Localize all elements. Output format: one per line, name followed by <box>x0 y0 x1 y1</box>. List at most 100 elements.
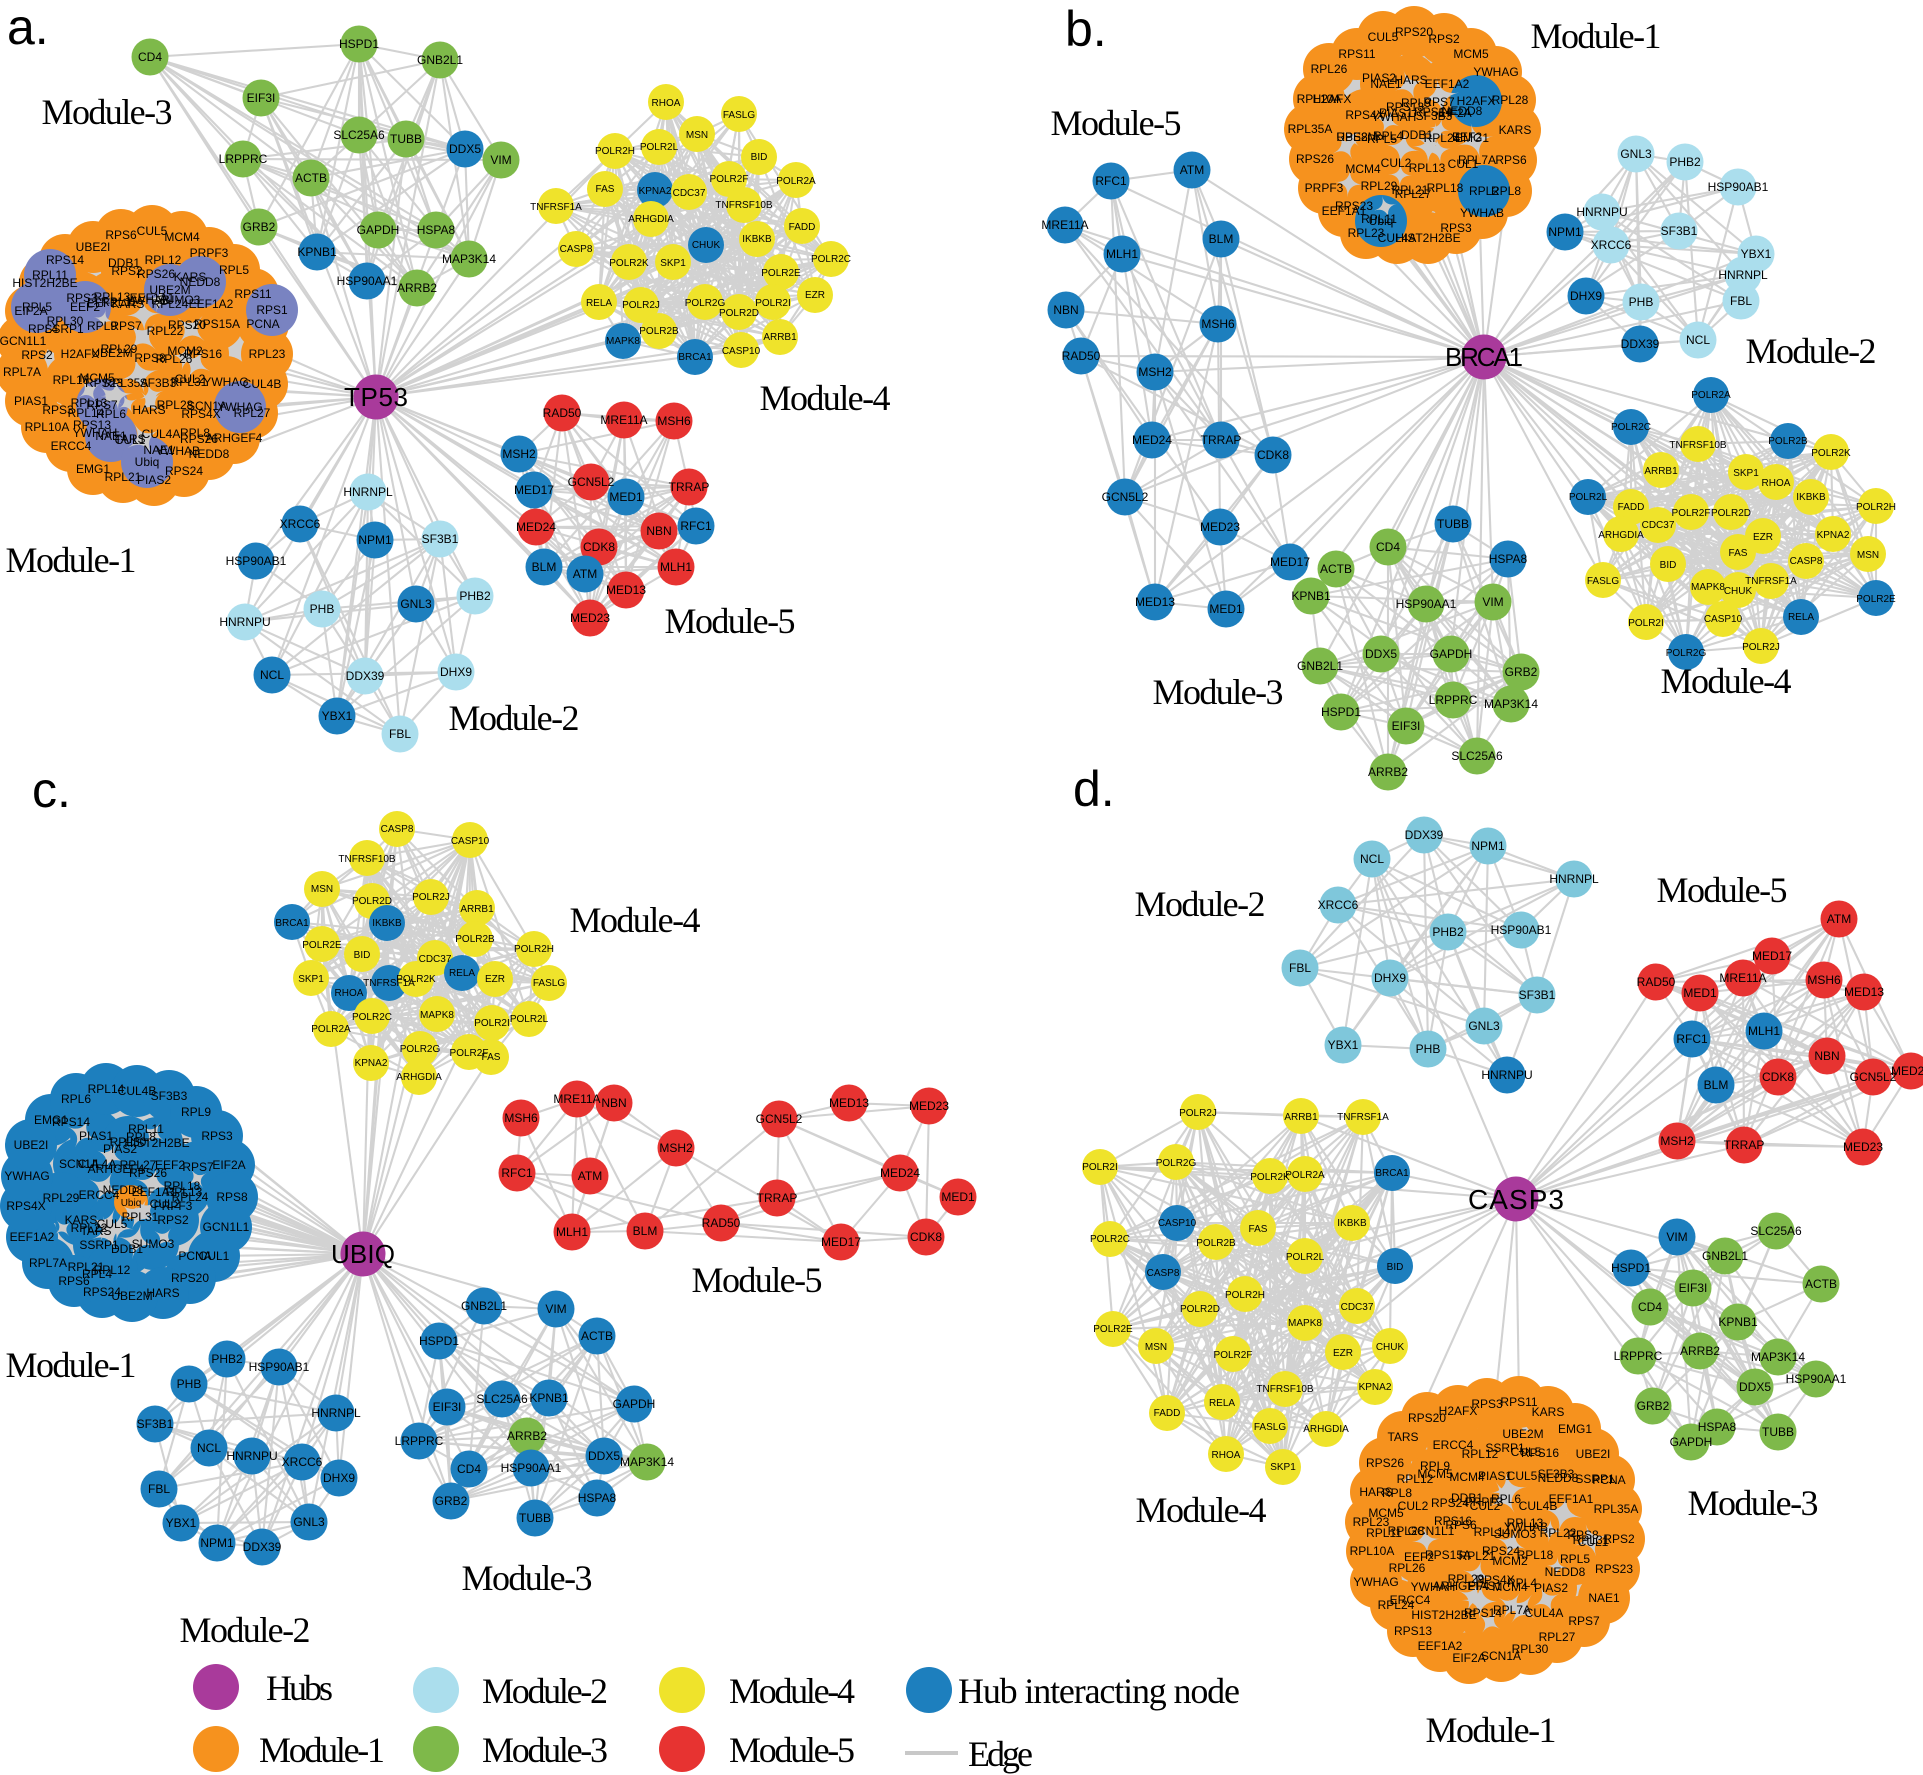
svg-text:MAPK8: MAPK8 <box>606 336 640 347</box>
svg-text:RPL29: RPL29 <box>43 1191 80 1205</box>
svg-text:HSPD1: HSPD1 <box>339 37 379 51</box>
svg-text:RPL6: RPL6 <box>61 1092 91 1106</box>
svg-text:RPS2: RPS2 <box>157 1213 189 1227</box>
svg-text:CUL1: CUL1 <box>1578 1535 1609 1549</box>
svg-text:RPL7A: RPL7A <box>1458 153 1496 167</box>
svg-text:VIM: VIM <box>545 1302 566 1316</box>
svg-text:RPL12: RPL12 <box>1462 1447 1499 1461</box>
svg-text:RPL23: RPL23 <box>249 347 286 361</box>
svg-text:RPL18: RPL18 <box>164 1179 201 1193</box>
svg-text:PHB2: PHB2 <box>1432 925 1464 939</box>
svg-text:RHOA: RHOA <box>335 988 364 999</box>
svg-text:RPS7: RPS7 <box>182 1160 214 1174</box>
svg-text:CUL5: CUL5 <box>1511 1445 1542 1459</box>
svg-text:SKP1: SKP1 <box>1270 1462 1296 1473</box>
svg-text:BLM: BLM <box>1209 232 1234 246</box>
svg-text:HNRNPU: HNRNPU <box>1481 1068 1532 1082</box>
svg-text:DDX39: DDX39 <box>346 669 385 683</box>
svg-text:POLR2F: POLR2F <box>450 1048 489 1059</box>
svg-text:RAD50: RAD50 <box>1062 349 1101 363</box>
svg-text:BRCA1: BRCA1 <box>275 918 309 929</box>
svg-text:TUBB: TUBB <box>1762 1425 1794 1439</box>
svg-text:H2AFX: H2AFX <box>61 347 100 361</box>
svg-text:POLR2L: POLR2L <box>1569 492 1608 503</box>
svg-text:RPL30: RPL30 <box>110 1135 147 1149</box>
svg-text:GCN1L1: GCN1L1 <box>203 1220 250 1234</box>
svg-text:RPL28: RPL28 <box>1388 1524 1425 1538</box>
svg-text:GRB2: GRB2 <box>1505 665 1538 679</box>
svg-text:PIAS1: PIAS1 <box>14 394 48 408</box>
svg-text:MSN: MSN <box>1145 1342 1167 1353</box>
svg-text:KARS: KARS <box>65 1213 98 1227</box>
svg-text:TRRAP: TRRAP <box>1201 433 1242 447</box>
svg-text:PIAS2: PIAS2 <box>1534 1581 1568 1595</box>
svg-text:CUL2: CUL2 <box>1470 1499 1501 1513</box>
svg-text:BID: BID <box>354 950 371 961</box>
svg-text:FASLG: FASLG <box>723 110 755 121</box>
svg-text:HNRNPL: HNRNPL <box>311 1406 361 1420</box>
svg-text:EEF2: EEF2 <box>70 300 100 314</box>
svg-text:Module-4: Module-4 <box>1136 1490 1267 1530</box>
svg-text:RPL10A: RPL10A <box>25 420 70 434</box>
svg-text:HSPD1: HSPD1 <box>1611 1261 1651 1275</box>
svg-text:BLM: BLM <box>1704 1078 1729 1092</box>
svg-text:RPS1: RPS1 <box>256 303 288 317</box>
svg-text:RPS4X: RPS4X <box>1345 108 1384 122</box>
svg-text:YWHAH: YWHAH <box>1372 110 1417 124</box>
svg-text:Module-2: Module-2 <box>1135 884 1266 924</box>
svg-text:RPS3: RPS3 <box>1440 221 1472 235</box>
svg-text:GNL3: GNL3 <box>400 597 432 611</box>
svg-text:POLR2J: POLR2J <box>1742 642 1780 653</box>
svg-text:ATM: ATM <box>1180 163 1204 177</box>
svg-text:POLR2C: POLR2C <box>352 1012 392 1023</box>
svg-text:RPL8: RPL8 <box>126 1130 156 1144</box>
svg-text:Module-4: Module-4 <box>760 378 891 418</box>
svg-text:POLR2C: POLR2C <box>811 254 851 265</box>
svg-text:ARHGEF4: ARHGEF4 <box>1433 1579 1490 1593</box>
svg-text:YWHAH: YWHAH <box>1411 1580 1456 1594</box>
svg-text:PHB: PHB <box>1629 295 1654 309</box>
svg-text:MED13: MED13 <box>606 583 646 597</box>
svg-text:MED1: MED1 <box>941 1190 975 1204</box>
svg-text:NBN: NBN <box>1053 303 1078 317</box>
svg-text:HNRNPU: HNRNPU <box>219 615 270 629</box>
svg-text:PRPF3: PRPF3 <box>190 246 229 260</box>
svg-text:PIAS2: PIAS2 <box>103 1142 137 1156</box>
svg-text:HSP90AA1: HSP90AA1 <box>501 1461 562 1475</box>
svg-text:RPL5: RPL5 <box>219 263 249 277</box>
svg-text:c.: c. <box>32 762 71 818</box>
svg-text:H2AFX: H2AFX <box>1313 92 1352 106</box>
svg-text:IKBKB: IKBKB <box>1796 492 1826 503</box>
svg-text:SLC25A6: SLC25A6 <box>1750 1224 1802 1238</box>
svg-text:PHB: PHB <box>177 1377 202 1391</box>
svg-text:RPS8: RPS8 <box>216 1190 248 1204</box>
svg-text:CDK8: CDK8 <box>1762 1070 1794 1084</box>
svg-text:YBX1: YBX1 <box>1328 1038 1359 1052</box>
svg-text:FASLG: FASLG <box>1254 1422 1286 1433</box>
svg-text:RPS26: RPS26 <box>1366 1456 1404 1470</box>
svg-text:ERCC4: ERCC4 <box>79 1188 120 1202</box>
svg-text:RPL6: RPL6 <box>96 407 126 421</box>
svg-text:UBE2I: UBE2I <box>14 1138 49 1152</box>
svg-text:ARRB2: ARRB2 <box>397 281 437 295</box>
svg-text:RPL27: RPL27 <box>1539 1630 1576 1644</box>
svg-text:RPL11: RPL11 <box>1366 1526 1402 1540</box>
svg-text:EIF2A: EIF2A <box>212 1158 245 1172</box>
svg-text:Module-1: Module-1 <box>259 1730 385 1770</box>
svg-text:Hub interacting node: Hub interacting node <box>958 1671 1240 1711</box>
svg-text:KPNB1: KPNB1 <box>1718 1315 1758 1329</box>
svg-text:PHB2: PHB2 <box>211 1352 243 1366</box>
svg-text:EMG1: EMG1 <box>1455 131 1489 145</box>
svg-text:KPNA2: KPNA2 <box>355 1058 388 1069</box>
svg-text:POLR2E: POLR2E <box>761 268 801 279</box>
svg-text:ARRB1: ARRB1 <box>1644 466 1678 477</box>
svg-text:LRPPRC: LRPPRC <box>395 1434 444 1448</box>
svg-text:CDK8: CDK8 <box>583 540 615 554</box>
svg-text:CUL1: CUL1 <box>199 1249 230 1263</box>
svg-text:NCL: NCL <box>1360 852 1384 866</box>
svg-text:LRPPRC: LRPPRC <box>1614 1349 1663 1363</box>
svg-text:RPL5: RPL5 <box>1367 132 1397 146</box>
svg-text:HNRNPU: HNRNPU <box>1576 205 1627 219</box>
svg-text:EEF1A1: EEF1A1 <box>1549 1492 1594 1506</box>
svg-text:RPS4X: RPS4X <box>1475 1573 1514 1587</box>
